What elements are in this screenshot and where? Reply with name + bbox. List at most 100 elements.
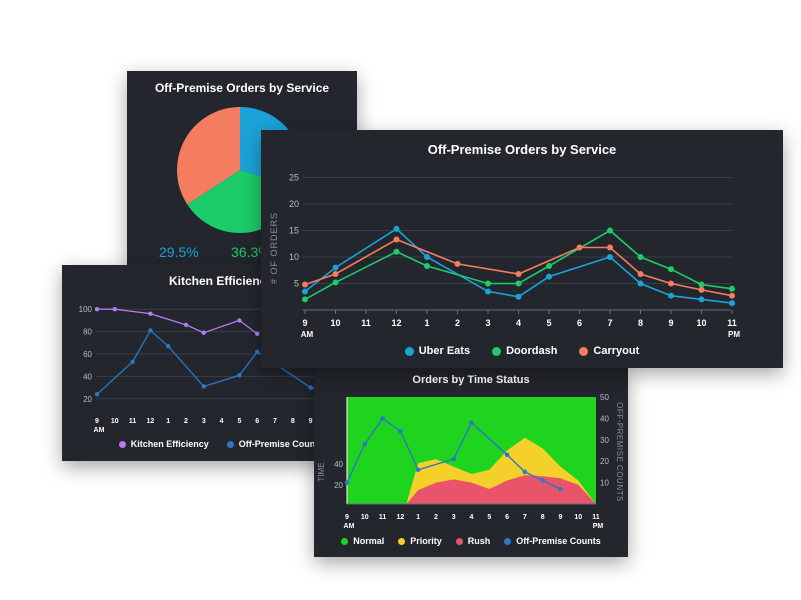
data-point <box>94 392 100 397</box>
legend-item-rush[interactable]: Rush <box>455 536 491 546</box>
data-point <box>515 270 522 277</box>
data-point <box>237 373 242 378</box>
legend-item-off-premise-counts[interactable]: Off-Premise Counts <box>504 536 601 546</box>
legend-label: Rush <box>467 536 491 546</box>
data-point <box>237 318 242 323</box>
legend-item-priority[interactable]: Priority <box>398 536 442 546</box>
y2-tick-label: 30 <box>600 436 609 445</box>
x-tick-label: 4 <box>470 514 474 521</box>
x-tick-label: 10 <box>574 514 582 521</box>
y-axis-label: # OF ORDERS <box>269 212 279 284</box>
x-tick-label: 3 <box>202 418 206 425</box>
data-point <box>546 273 552 280</box>
x-tick-label: 9 <box>309 418 313 425</box>
data-point <box>668 280 674 287</box>
legend-swatch <box>226 440 234 448</box>
x-tick-label: 1 <box>166 418 170 425</box>
x-tick-label: 8 <box>638 318 643 328</box>
legend-item-doordash[interactable]: Doordash <box>492 345 557 357</box>
data-point <box>540 478 545 483</box>
data-point <box>130 359 135 365</box>
data-point <box>576 244 583 251</box>
legend-item-carryout[interactable]: Carryout <box>579 345 639 357</box>
x-tick-sublabel: AM <box>301 330 314 339</box>
data-point <box>166 343 171 349</box>
data-point <box>515 293 522 300</box>
y-tick-label: 20 <box>289 199 299 209</box>
data-point <box>607 244 613 251</box>
x-tick-label: 1 <box>424 318 429 328</box>
data-point <box>393 248 400 255</box>
y2-tick-label: 40 <box>600 414 609 423</box>
legend-item-off-premise-counts[interactable]: Off-Premise Counts <box>226 439 323 449</box>
data-point <box>668 292 674 299</box>
pie-label-uber: 29.5% <box>159 244 199 260</box>
legend-item-kitchen-efficiency[interactable]: Kitchen Efficiency <box>118 439 209 449</box>
data-point <box>183 322 189 328</box>
data-point <box>302 288 308 295</box>
x-tick-label: 9 <box>558 514 562 521</box>
data-point <box>332 270 339 277</box>
legend-label: Normal <box>353 536 385 546</box>
data-point <box>308 385 313 390</box>
y-tick-label: 20 <box>334 481 343 490</box>
data-point <box>637 270 644 277</box>
y-tick-label: 100 <box>79 305 93 314</box>
data-point <box>415 467 421 473</box>
time-status-panel: Orders by Time Status 10 20 30 40 50 40 20 TIME… <box>314 367 628 557</box>
x-tick-label: 11 <box>727 318 737 328</box>
data-point <box>558 486 563 492</box>
y2-tick-label: 20 <box>600 457 609 466</box>
data-point <box>698 286 705 293</box>
service-line-chart-title: Off-Premise Orders by Service <box>427 142 617 157</box>
x-tick-label: 3 <box>452 514 456 521</box>
x-tick-sublabel: AM <box>344 523 355 530</box>
data-point <box>485 288 491 295</box>
x-tick-label: 2 <box>434 514 438 521</box>
x-tick-label: 2 <box>455 318 460 328</box>
data-point <box>362 441 368 447</box>
y-tick-label: 40 <box>83 372 92 381</box>
time-status-chart: 10 20 30 40 50 40 20 TIME OFF-PREMISE COUNTS 9 AM 1… <box>317 393 624 530</box>
legend-label: Kitchen Efficiency <box>130 439 209 449</box>
legend-label: Priority <box>410 536 442 546</box>
pie-label-doordash: 36.3% <box>231 244 271 260</box>
legend-swatch <box>455 537 463 545</box>
data-point <box>148 328 153 333</box>
data-point <box>393 236 400 243</box>
legend-swatch <box>118 440 126 448</box>
y-tick-label: 60 <box>83 350 92 359</box>
data-point <box>302 296 308 303</box>
kitchen-legend: Kitchen Efficiency Off-Premise Counts <box>62 439 380 449</box>
legend-label: Uber Eats <box>418 345 471 357</box>
data-point <box>148 311 153 316</box>
x-tick-label: 12 <box>396 514 404 521</box>
x-tick-label: 4 <box>516 318 521 328</box>
legend-swatch <box>341 537 349 545</box>
x-tick-label: 9 <box>95 418 99 425</box>
series-line-uber-eats <box>304 227 733 304</box>
data-point <box>546 263 552 270</box>
y2-tick-label: 10 <box>600 479 609 488</box>
x-tick-sublabel: AM <box>94 427 105 434</box>
pie-chart-title: Off-Premise Orders by Service <box>154 81 330 95</box>
legend-item-normal[interactable]: Normal <box>341 536 384 546</box>
data-point <box>201 384 206 389</box>
x-tick-label: 11 <box>361 318 371 328</box>
x-tick-label: 10 <box>330 318 340 328</box>
data-point <box>451 456 457 462</box>
y2-tick-label: 50 <box>600 393 609 402</box>
data-point <box>504 452 510 458</box>
x-tick-label: 11 <box>129 418 137 425</box>
x-tick-label: 5 <box>546 318 551 328</box>
x-tick-label: 4 <box>220 418 224 425</box>
legend-label: Doordash <box>506 345 558 357</box>
data-point <box>607 254 613 260</box>
legend-item-uber-eats[interactable]: Uber Eats <box>404 345 471 357</box>
data-point <box>344 480 350 485</box>
x-tick-label: 5 <box>237 418 241 425</box>
x-tick-label: 8 <box>291 418 295 425</box>
data-point <box>729 300 735 307</box>
legend-swatch <box>504 537 512 545</box>
x-tick-label: 7 <box>607 318 612 328</box>
